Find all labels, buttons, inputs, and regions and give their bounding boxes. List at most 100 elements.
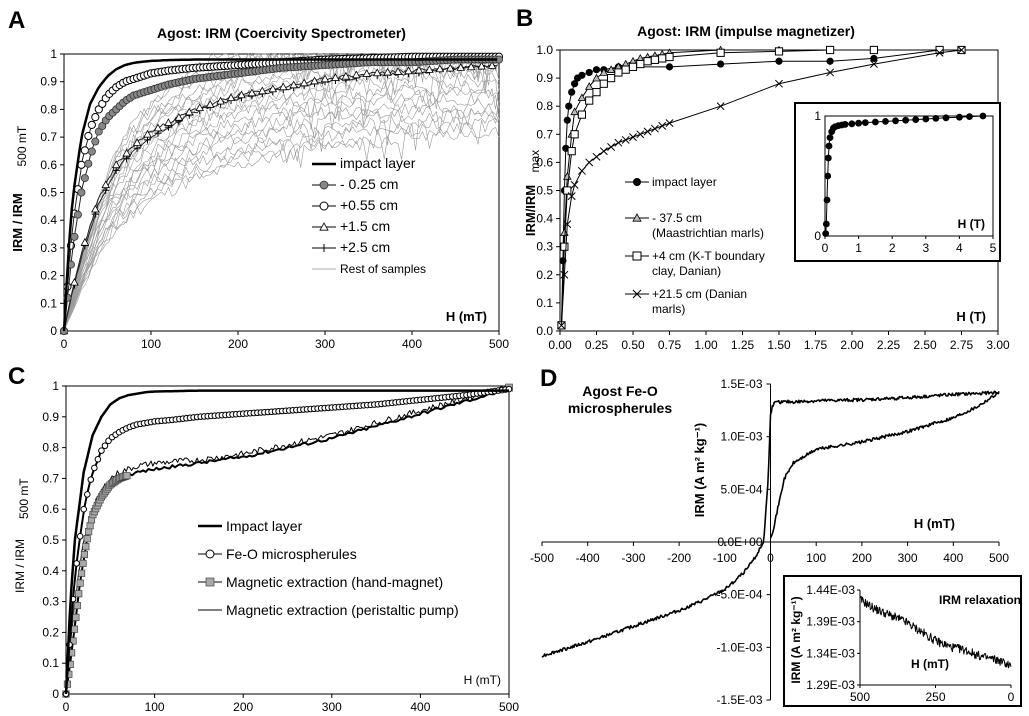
panel-b-legend-label: marls) xyxy=(652,302,685,316)
panel-c-legend-label: Impact layer xyxy=(226,518,303,534)
panel-b-series-marker xyxy=(599,147,608,156)
panel-a-rest-sample-line xyxy=(63,118,500,332)
panel-a-ytick-label: 0.9 xyxy=(40,75,57,89)
panel-b-inset-marker xyxy=(823,196,831,204)
panel-b-xtick-label: 2.75 xyxy=(950,338,974,352)
panel-d-inset-xtick-label: 250 xyxy=(925,690,945,704)
panel-b-series-marker xyxy=(592,66,601,74)
panel-a-ylabel-sub: 500 mT xyxy=(15,125,29,166)
panel-b-series-marker xyxy=(570,107,579,116)
panel-a-series-marker xyxy=(80,146,89,155)
panel-a-xtick-label: 0 xyxy=(61,337,68,351)
panel-c-series-marker xyxy=(78,569,86,577)
panel-b-series-marker xyxy=(565,102,573,110)
panel-a-series-marker xyxy=(84,159,93,168)
panel-a-rest-sample-line xyxy=(63,100,500,332)
panel-b-ytick-label: 0.5 xyxy=(536,184,553,198)
panel-b-series-marker xyxy=(585,96,594,105)
panel-d-series-line xyxy=(769,391,1000,539)
panel-c-series-line xyxy=(64,389,509,695)
panel-b-inset-marker xyxy=(824,154,832,162)
panel-b-xtick-label: 2.00 xyxy=(840,338,864,352)
panel-c-xtick-label: 400 xyxy=(410,700,430,714)
panel-a-series-marker xyxy=(73,210,82,219)
panel-d-inset-ylabel: IRM (A m² kg⁻¹) xyxy=(789,596,803,683)
panel-a-legend-label: impact layer xyxy=(340,155,416,171)
panel-b-series-marker xyxy=(636,59,645,69)
panel-b-legend-label: (Maastrichtian marls) xyxy=(652,226,764,240)
panel-c-legend-label: Fe-O microspherules xyxy=(226,546,357,562)
panel-a-rest-sample-line xyxy=(63,66,500,332)
panel-d-xtick-label: 400 xyxy=(943,551,963,565)
panel-a-rest-sample-line xyxy=(63,62,500,332)
panel-b-series-marker xyxy=(585,158,594,167)
panel-b-ytick-label: 0.0 xyxy=(536,324,553,338)
panel-c-xlabel: H (mT) xyxy=(464,673,501,687)
panel-b-series-marker xyxy=(563,220,572,229)
panel-b-series-marker xyxy=(870,54,878,63)
panel-b-series-marker xyxy=(578,71,586,79)
panel-b-ylabel-sub: max xyxy=(528,150,542,173)
panel-d-inset-frame xyxy=(783,575,1022,707)
panel-a-legend-label: - 0.25 cm xyxy=(340,176,398,192)
panel-b-series-marker xyxy=(614,138,623,147)
panel-c-series-marker xyxy=(70,625,79,633)
panel-d-inset-ytick-label: 1.44E-03 xyxy=(806,583,855,597)
panel-a-rest-sample-line xyxy=(63,113,500,332)
panel-b-legend-swatch-marker xyxy=(632,251,642,261)
panel-c-series-marker xyxy=(83,535,91,543)
panel-c-ytick-label: 0.1 xyxy=(42,656,59,670)
panel-b-series-marker xyxy=(636,130,645,139)
panel-a-ytick-label: 0.4 xyxy=(40,213,57,227)
panel-b-series-marker xyxy=(560,270,569,279)
panel-c-legend-label: Magnetic extraction (peristaltic pump) xyxy=(226,602,459,618)
panel-b-inset-frame xyxy=(794,102,1001,262)
panel-a-ytick-label: 0.6 xyxy=(40,158,57,172)
panel-b-series-marker xyxy=(826,68,835,77)
panel-c-series-marker xyxy=(79,559,87,567)
panel-c-series-line xyxy=(65,387,508,693)
panel-a-series-marker xyxy=(383,67,392,76)
panel-a-series-marker xyxy=(258,86,267,95)
panel-a-series-marker xyxy=(143,129,152,138)
panel-a-series-marker xyxy=(425,65,434,73)
panel-a-rest-sample-line xyxy=(63,108,500,332)
panel-a-series-marker xyxy=(299,78,309,87)
panel-b-inset-marker xyxy=(855,119,862,127)
panel-b-legend-swatch-marker xyxy=(632,213,642,222)
panel-b-series-marker xyxy=(568,88,576,96)
panel-b-series-marker xyxy=(869,45,878,55)
panel-b-series-line xyxy=(561,49,962,326)
panel-b-inset-xlabel: H (T) xyxy=(958,217,985,231)
panel-c-xtick-label: 200 xyxy=(233,700,253,714)
panel-b-inset-xtick-label: 1 xyxy=(855,241,862,255)
panel-d-inset-line xyxy=(859,595,1012,669)
panel-a-series-marker xyxy=(310,76,319,85)
panel-b-inset-marker xyxy=(966,113,973,120)
panel-c-ytick-label: 0.8 xyxy=(42,441,59,455)
panel-c-series-marker xyxy=(86,522,94,530)
panel-b-inset-marker xyxy=(825,142,833,150)
panel-b-series-marker xyxy=(650,55,659,64)
panel-b-xtick-label: 0.00 xyxy=(548,338,572,352)
panel-a-legend-label: Rest of samples xyxy=(340,262,426,276)
panel-b-inset-xtick-label: 4 xyxy=(956,241,963,255)
panel-c-series-marker xyxy=(75,590,83,598)
panel-b-xtick-label: 0.50 xyxy=(621,338,645,352)
panel-a-series-marker xyxy=(80,174,89,183)
panel-b-xtick-label: 3.00 xyxy=(986,338,1010,352)
panel-a-title: Agost: IRM (Coercivity Spectrometer) xyxy=(157,25,406,41)
panel-a-series-marker xyxy=(70,277,79,286)
panel-b-ytick-label: 0.2 xyxy=(536,268,553,282)
panel-a-series-marker xyxy=(91,204,100,213)
panel-a-series-marker xyxy=(456,63,465,71)
panel-c-series-marker xyxy=(123,472,131,480)
panel-a-ytick-label: 0.3 xyxy=(40,241,57,255)
panel-b-inset-marker xyxy=(902,116,910,124)
panel-a-legend-swatch-marker xyxy=(319,180,329,190)
panel-b-series-marker xyxy=(658,54,667,63)
panel-a-xtick-label: 400 xyxy=(402,337,422,351)
panel-c: C 0 100 200 300 400 500 0 0.1 0.2 0.3 0.4 0.5 0.6 0.7 0… xyxy=(8,363,519,714)
panel-b-series-marker xyxy=(563,116,571,124)
